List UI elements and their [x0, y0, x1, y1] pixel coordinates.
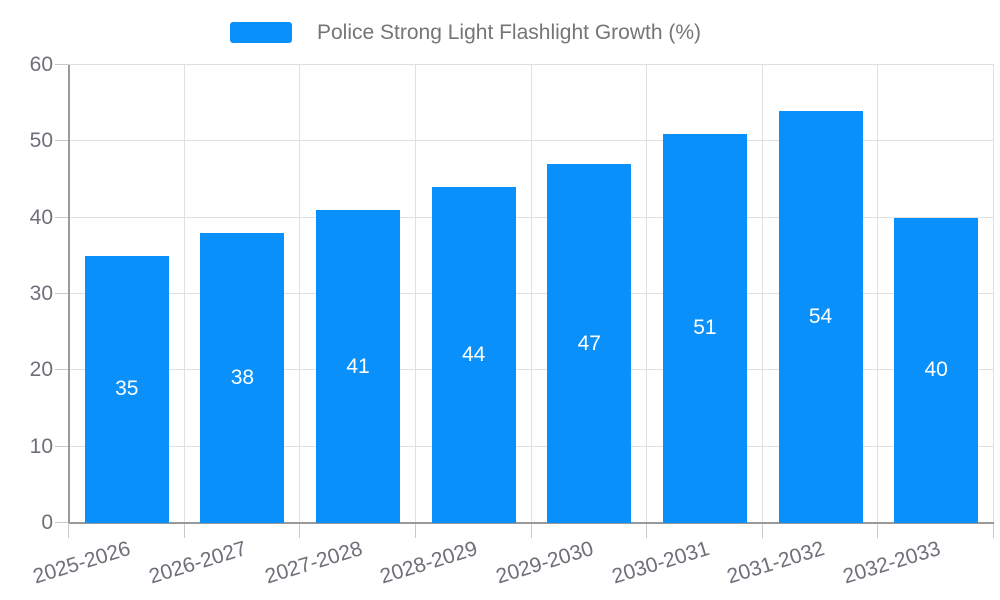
bar-value-label: 44 [462, 343, 486, 367]
x-gridline [993, 65, 994, 523]
bar-value-label: 40 [924, 358, 948, 382]
bar[interactable]: 38 [200, 232, 285, 523]
x-gridline [299, 65, 301, 523]
x-axis-tick [414, 523, 416, 538]
x-gridline [646, 65, 648, 523]
y-axis-label: 50 [29, 129, 53, 153]
y-axis-tick [55, 216, 69, 218]
x-axis-label: 2025-2026 [30, 537, 134, 589]
x-axis-tick [761, 523, 763, 538]
bar-value-label: 41 [346, 354, 370, 378]
bar-value-label: 38 [230, 365, 255, 389]
x-axis-label: 2032-2033 [840, 537, 943, 589]
y-axis-tick [55, 64, 69, 65]
x-axis-tick [646, 523, 648, 538]
y-axis-label: 40 [29, 205, 53, 229]
y-gridline [69, 216, 994, 218]
y-axis-label: 10 [29, 434, 53, 458]
y-axis-tick [55, 522, 69, 523]
bar[interactable]: 41 [316, 210, 401, 523]
x-gridline [530, 65, 532, 523]
bar-value-label: 47 [577, 331, 601, 355]
y-gridline [69, 140, 994, 142]
y-axis-label: 30 [29, 282, 53, 305]
x-gridline [414, 65, 416, 523]
x-axis-tick [530, 523, 532, 538]
y-gridline [69, 293, 994, 294]
x-axis-label: 2026-2027 [146, 537, 250, 589]
bar[interactable]: 40 [894, 217, 979, 523]
x-axis-label: 2030-2031 [608, 537, 712, 589]
x-axis-tick [299, 523, 301, 538]
x-gridline [877, 65, 879, 523]
bar[interactable]: 35 [84, 255, 169, 523]
x-axis-tick [68, 523, 69, 538]
x-axis-label: 2028-2029 [377, 537, 481, 589]
y-gridline [69, 369, 994, 371]
bar[interactable]: 47 [547, 164, 632, 523]
y-axis-line [68, 65, 70, 523]
y-axis-tick [55, 369, 69, 371]
y-axis-tick [55, 445, 69, 447]
x-gridline [761, 65, 763, 523]
x-axis-label: 2029-2030 [493, 537, 597, 589]
y-axis-tick [55, 140, 69, 142]
x-axis-tick [183, 523, 185, 538]
y-axis-label: 60 [29, 53, 53, 76]
bar[interactable]: 54 [778, 110, 863, 523]
bar-value-label: 35 [115, 377, 139, 401]
bar-value-label: 54 [808, 304, 833, 328]
bar[interactable]: 51 [662, 133, 747, 523]
y-gridline [69, 445, 994, 447]
bar-value-label: 51 [693, 316, 717, 340]
x-axis-line [69, 522, 994, 524]
y-axis-label: 0 [41, 511, 53, 534]
bar[interactable]: 44 [431, 187, 516, 523]
y-axis-tick [55, 293, 69, 294]
y-gridline [69, 64, 994, 65]
legend-swatch-icon [230, 22, 292, 43]
chart-legend[interactable]: Police Strong Light Flashlight Growth (%… [230, 20, 701, 45]
legend-label: Police Strong Light Flashlight Growth (%… [317, 21, 701, 44]
x-axis-tick [877, 523, 879, 538]
x-axis-label: 2027-2028 [262, 537, 365, 589]
y-axis-label: 20 [29, 358, 53, 382]
x-axis-tick [993, 523, 994, 538]
x-gridline [183, 65, 185, 523]
x-axis-label: 2031-2032 [724, 537, 828, 589]
